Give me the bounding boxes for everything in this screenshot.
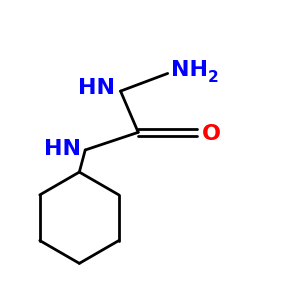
Text: HN: HN [78,78,115,98]
Text: O: O [202,124,220,144]
Text: 2: 2 [207,70,218,86]
Text: HN: HN [44,139,81,158]
Text: NH: NH [171,61,208,80]
